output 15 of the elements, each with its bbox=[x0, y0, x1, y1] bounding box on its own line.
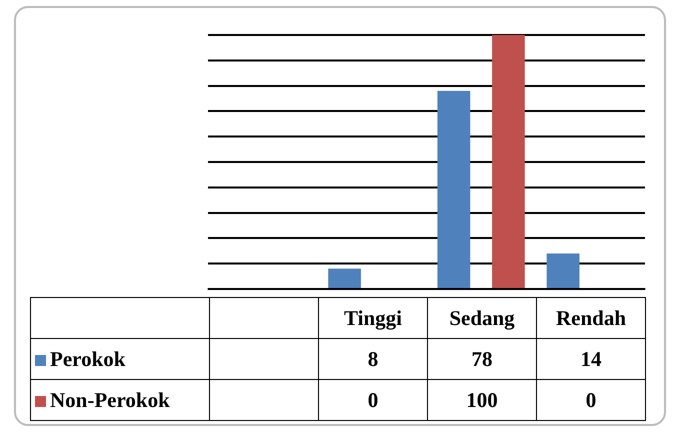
x-tick-label: Rendah bbox=[536, 298, 646, 338]
data-label: 0 bbox=[318, 380, 428, 420]
data-label: 100 bbox=[428, 380, 536, 420]
x-tick-label: Tinggi bbox=[318, 298, 428, 338]
x-tick-label: Sedang bbox=[428, 298, 536, 338]
data-label: 8 bbox=[318, 338, 428, 380]
bar bbox=[328, 268, 361, 288]
data-label: 0 bbox=[536, 380, 646, 420]
data-label: 14 bbox=[536, 338, 646, 380]
bar bbox=[492, 35, 525, 288]
legend-label: Non-Perokok bbox=[30, 380, 210, 420]
bar bbox=[437, 90, 470, 288]
data-label: 78 bbox=[428, 338, 536, 380]
legend-label: Perokok bbox=[30, 338, 210, 380]
bar bbox=[546, 253, 580, 288]
